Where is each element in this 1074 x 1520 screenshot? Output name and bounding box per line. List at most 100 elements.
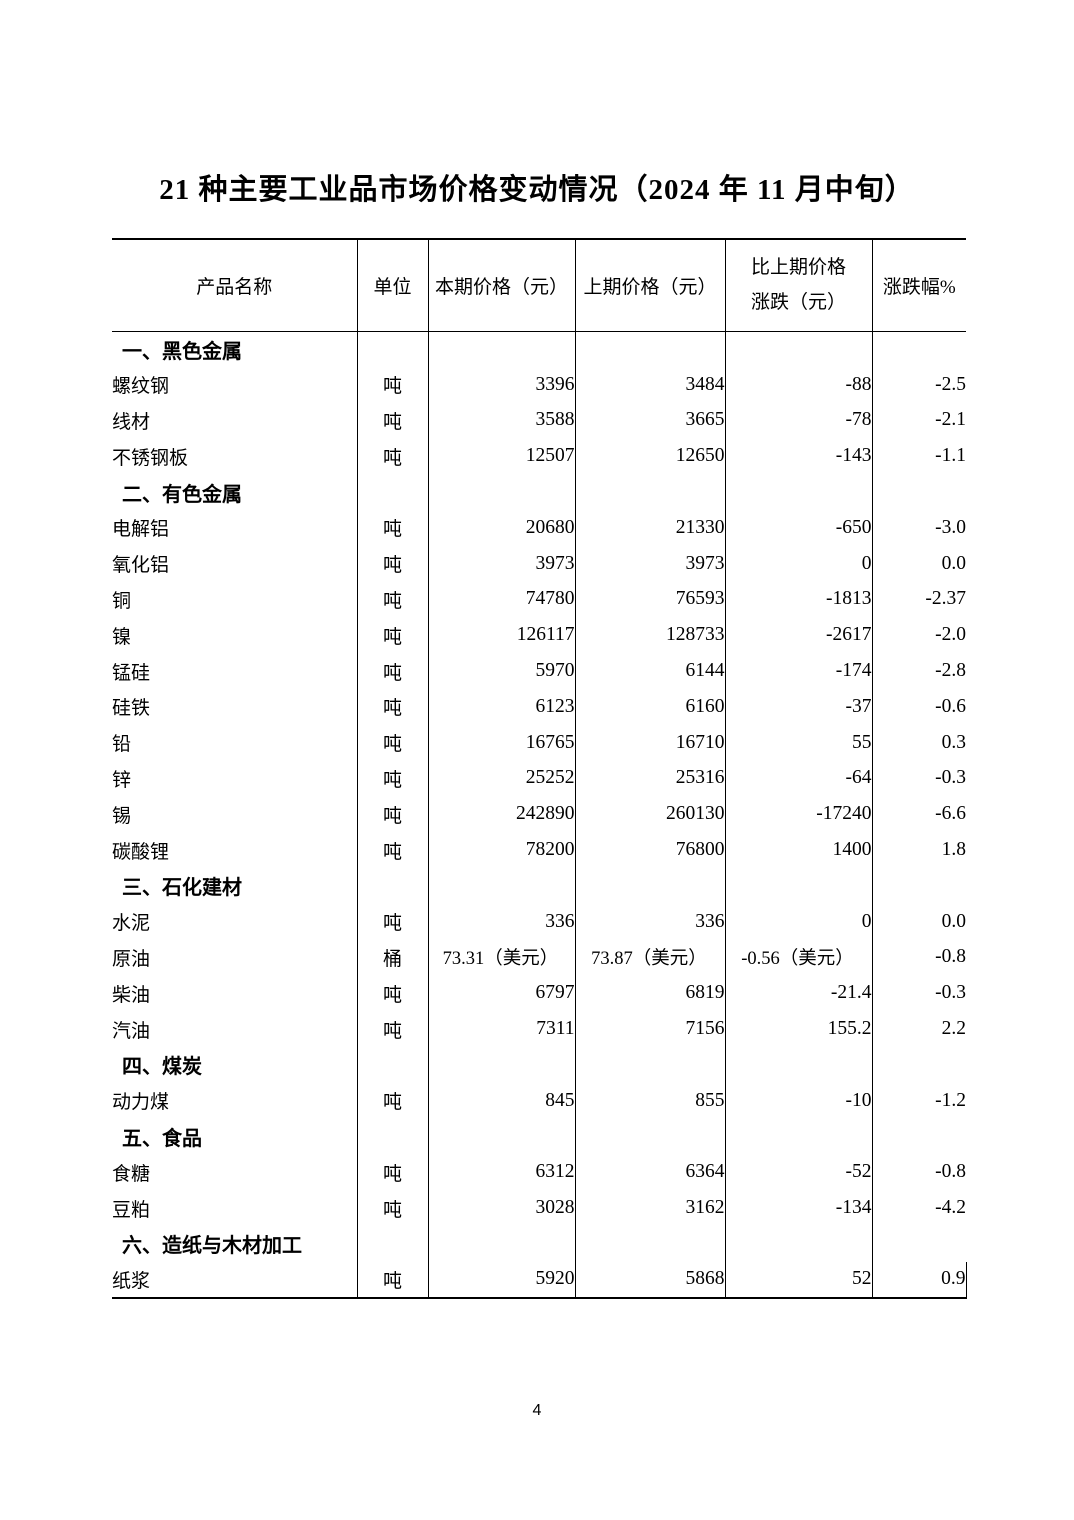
change-cell: -10 (725, 1082, 873, 1119)
unit-cell: 吨 (357, 402, 429, 439)
unit-cell: 吨 (357, 688, 429, 725)
current-price-cell: 126117 (428, 617, 576, 654)
section-name-cell: 六、造纸与木材加工 (112, 1225, 358, 1262)
current-price-cell: 3396 (428, 366, 576, 403)
col-header-current-price: 本期价格（元） (428, 239, 576, 332)
change-cell (725, 1225, 873, 1262)
col-header-pct-change: 涨跌幅% (872, 239, 966, 332)
table-row: 硅铁 吨 6123 6160 -37 -0.6 (112, 688, 966, 725)
pct-change-cell (872, 1119, 966, 1155)
change-cell: 0 (725, 545, 873, 582)
pct-change-cell (872, 1047, 966, 1083)
current-price-cell: 16765 (428, 724, 576, 761)
pct-change-cell: 0.0 (941, 552, 966, 574)
current-price-cell: 12507 (428, 438, 576, 475)
previous-price-cell: 21330 (575, 509, 726, 546)
table-row: 动力煤 吨 845 855 -10 -1.2 (112, 1082, 966, 1119)
section-row: 五、食品 (112, 1118, 966, 1155)
previous-price-cell (575, 474, 726, 510)
current-price-cell: 3973 (428, 545, 576, 582)
pct-change-cell: -0.3 (935, 767, 966, 789)
change-cell: -134 (725, 1190, 873, 1226)
col-header-change: 比上期价格 涨跌（元） (725, 239, 873, 332)
change-cell: -1813 (725, 581, 873, 618)
pct-change-cell: -0.8 (935, 1161, 966, 1183)
table-row: 线材 吨 3588 3665 -78 -2.1 (112, 402, 966, 439)
unit-cell (357, 1046, 429, 1083)
previous-price-cell: 25316 (575, 760, 726, 797)
product-name-cell: 铅 (112, 724, 358, 761)
table-row: 螺纹钢 吨 3396 3484 -88 -2.5 (112, 366, 966, 403)
product-name-cell: 柴油 (112, 975, 358, 1012)
table-row: 纸浆 吨 5920 5868 52 0.9 (112, 1261, 967, 1298)
previous-price-cell: 3484 (575, 366, 726, 403)
col-header-product: 产品名称 (112, 239, 358, 332)
previous-price-cell: 76800 (575, 832, 726, 868)
current-price-cell (428, 1046, 576, 1083)
unit-cell: 吨 (357, 653, 429, 689)
change-cell: -2617 (725, 617, 873, 654)
table-row: 不锈钢板 吨 12507 12650 -143 -1.1 (112, 438, 966, 475)
previous-price-cell (575, 331, 726, 367)
unit-cell (357, 1118, 429, 1155)
product-name-cell: 锌 (112, 760, 358, 797)
unit-cell: 吨 (357, 438, 429, 475)
section-row: 二、有色金属 (112, 474, 966, 510)
page-title: 21 种主要工业品市场价格变动情况（2024 年 11 月中旬） (159, 174, 915, 206)
unit-cell (357, 867, 429, 904)
change-cell: -88 (725, 366, 873, 403)
current-price-cell: 73.31（美元） (428, 939, 576, 976)
table-row: 水泥 吨 336 336 0 0.0 (112, 903, 966, 940)
pct-change-cell (872, 474, 966, 510)
pct-change-cell: -1.1 (935, 445, 966, 467)
page-number: 4 (532, 1402, 542, 1419)
product-name-cell: 碳酸锂 (112, 832, 358, 868)
table-row: 原油 桶 73.31（美元） 73.87（美元） -0.56（美元） -0.8 (112, 939, 966, 976)
previous-price-cell: 128733 (575, 617, 726, 654)
table-row: 铜 吨 74780 76593 -1813 -2.37 (112, 581, 966, 618)
unit-cell: 吨 (357, 1190, 429, 1226)
current-price-cell: 336 (428, 903, 576, 940)
change-cell: -650 (725, 509, 873, 546)
change-cell: 55 (725, 724, 873, 761)
previous-price-cell: 6364 (575, 1154, 726, 1191)
product-name-cell: 铜 (112, 581, 358, 618)
pct-change-cell: 2.2 (941, 1018, 966, 1040)
pct-change-cell: -0.3 (935, 982, 966, 1004)
current-price-cell: 7311 (428, 1011, 576, 1047)
pct-change-cell: -6.6 (935, 803, 966, 825)
table-row: 锌 吨 25252 25316 -64 -0.3 (112, 760, 966, 797)
change-cell: -52 (725, 1154, 873, 1191)
unit-cell: 吨 (357, 903, 429, 940)
change-cell: 155.2 (725, 1011, 873, 1047)
unit-cell: 吨 (357, 366, 429, 403)
unit-cell: 吨 (357, 760, 429, 797)
change-cell: -78 (725, 402, 873, 439)
change-cell: 52 (725, 1261, 873, 1298)
product-name-cell: 镍 (112, 617, 358, 654)
previous-price-cell: 7156 (575, 1011, 726, 1047)
product-name-cell: 水泥 (112, 903, 358, 940)
table-row: 食糖 吨 6312 6364 -52 -0.8 (112, 1154, 966, 1191)
previous-price-cell: 3973 (575, 545, 726, 582)
pct-change-cell (872, 868, 966, 904)
change-cell (725, 331, 873, 367)
table-row: 锡 吨 242890 260130 -17240 -6.6 (112, 796, 966, 833)
product-name-cell: 电解铝 (112, 509, 358, 546)
change-cell: 1400 (725, 832, 873, 868)
pct-change-cell: 0.0 (941, 910, 966, 932)
pct-change-cell (872, 331, 966, 367)
previous-price-cell: 855 (575, 1082, 726, 1119)
previous-price-cell (575, 867, 726, 904)
product-name-cell: 锰硅 (112, 653, 358, 689)
change-cell: -64 (725, 760, 873, 797)
table-header-row: 产品名称 单位 本期价格（元） 上期价格（元） 比上期价格 涨跌（元） 涨跌幅% (112, 239, 966, 332)
pct-change-cell: -2.8 (935, 660, 966, 682)
unit-cell: 吨 (357, 1261, 429, 1298)
product-name-cell: 螺纹钢 (112, 366, 358, 403)
unit-cell: 吨 (357, 1154, 429, 1191)
pct-change-cell (872, 1226, 966, 1262)
unit-cell: 吨 (357, 1082, 429, 1119)
current-price-cell (428, 474, 576, 510)
